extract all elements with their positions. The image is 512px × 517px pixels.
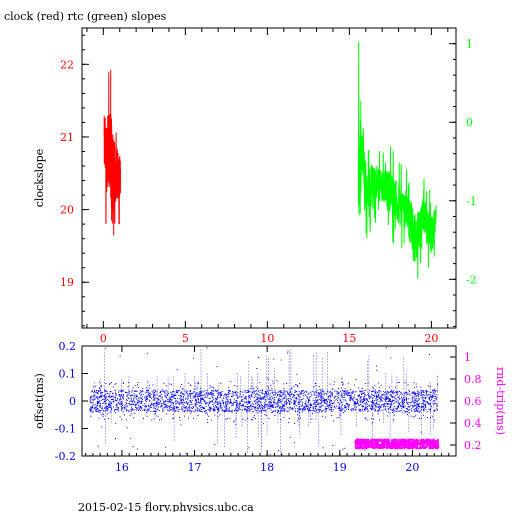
series-line-rtc xyxy=(357,41,437,279)
bottom-series-group xyxy=(89,347,440,457)
chart-title: clock (red) rtc (green) slopes xyxy=(4,10,167,23)
xtick-label: 15 xyxy=(342,332,356,345)
top-ylabel: clockslope xyxy=(33,149,46,207)
y2tick-label: -2 xyxy=(466,273,477,286)
bottom-xtick-label: 19 xyxy=(333,461,347,474)
offset-points xyxy=(89,347,438,457)
bottom-ytick-label: 0 xyxy=(69,395,76,408)
top-frame xyxy=(81,27,457,329)
y2tick-label: 1 xyxy=(466,38,473,51)
bottom-xtick-label: 18 xyxy=(260,461,274,474)
bottom-y2label: rnd-trip(ms) xyxy=(494,367,507,435)
bottom-xtick-label: 20 xyxy=(405,461,419,474)
top-ticks-group: 0 5 10 15 20 19 20 21 22 -2 -1 0 1 xyxy=(60,28,477,345)
offset-spikes xyxy=(94,348,438,455)
bottom-ticks-group: 16 17 18 19 20 -0.2 -0.1 0 0.1 0.2 0.2 0.4 0.6 0.8 1 xyxy=(55,340,482,474)
y2tick-label: -1 xyxy=(466,195,477,208)
ytick-label: 20 xyxy=(60,204,74,217)
bottom-y2tick-label: 0.4 xyxy=(464,417,482,430)
bottom-y2tick-label: 0.8 xyxy=(464,373,482,386)
xtick-label: 5 xyxy=(182,332,189,345)
ytick-label: 21 xyxy=(60,131,74,144)
footer-label: 2015-02-15 flory.physics.ubc.ca xyxy=(78,501,254,512)
bottom-ytick-label: 0.1 xyxy=(59,368,77,381)
ytick-label: 19 xyxy=(60,276,74,289)
series-line-clock xyxy=(103,69,121,236)
bottom-y2tick-label: 0.2 xyxy=(464,439,482,452)
bottom-y2tick-label: 0.6 xyxy=(464,395,482,408)
xtick-label: 0 xyxy=(100,332,107,345)
series-rnd-trip xyxy=(354,438,440,450)
series-offset xyxy=(89,347,438,457)
ytick-label: 22 xyxy=(60,58,74,71)
bottom-ytick-label: -0.1 xyxy=(55,423,76,436)
bottom-panel: 16 17 18 19 20 -0.2 -0.1 0 0.1 0.2 0.2 0.4 0.6 0.8 1 o… xyxy=(33,340,507,474)
series-clock xyxy=(103,69,121,236)
xtick-label: 20 xyxy=(424,332,438,345)
xtick-label: 10 xyxy=(260,332,274,345)
bottom-ytick-label: 0.2 xyxy=(59,340,77,353)
bottom-ytick-label: -0.2 xyxy=(55,450,76,463)
bottom-xtick-label: 16 xyxy=(115,461,129,474)
top-series-group xyxy=(103,41,437,279)
y2tick-label: 0 xyxy=(466,116,473,129)
bottom-y2tick-label: 1 xyxy=(464,351,471,364)
series-rtc xyxy=(357,41,437,279)
bottom-ylabel: offset(ms) xyxy=(33,373,46,429)
rnd-trip-points xyxy=(354,438,440,450)
top-panel: 0 5 10 15 20 19 20 21 22 -2 -1 0 1 clockslope xyxy=(33,27,477,345)
bottom-xtick-label: 17 xyxy=(188,461,202,474)
